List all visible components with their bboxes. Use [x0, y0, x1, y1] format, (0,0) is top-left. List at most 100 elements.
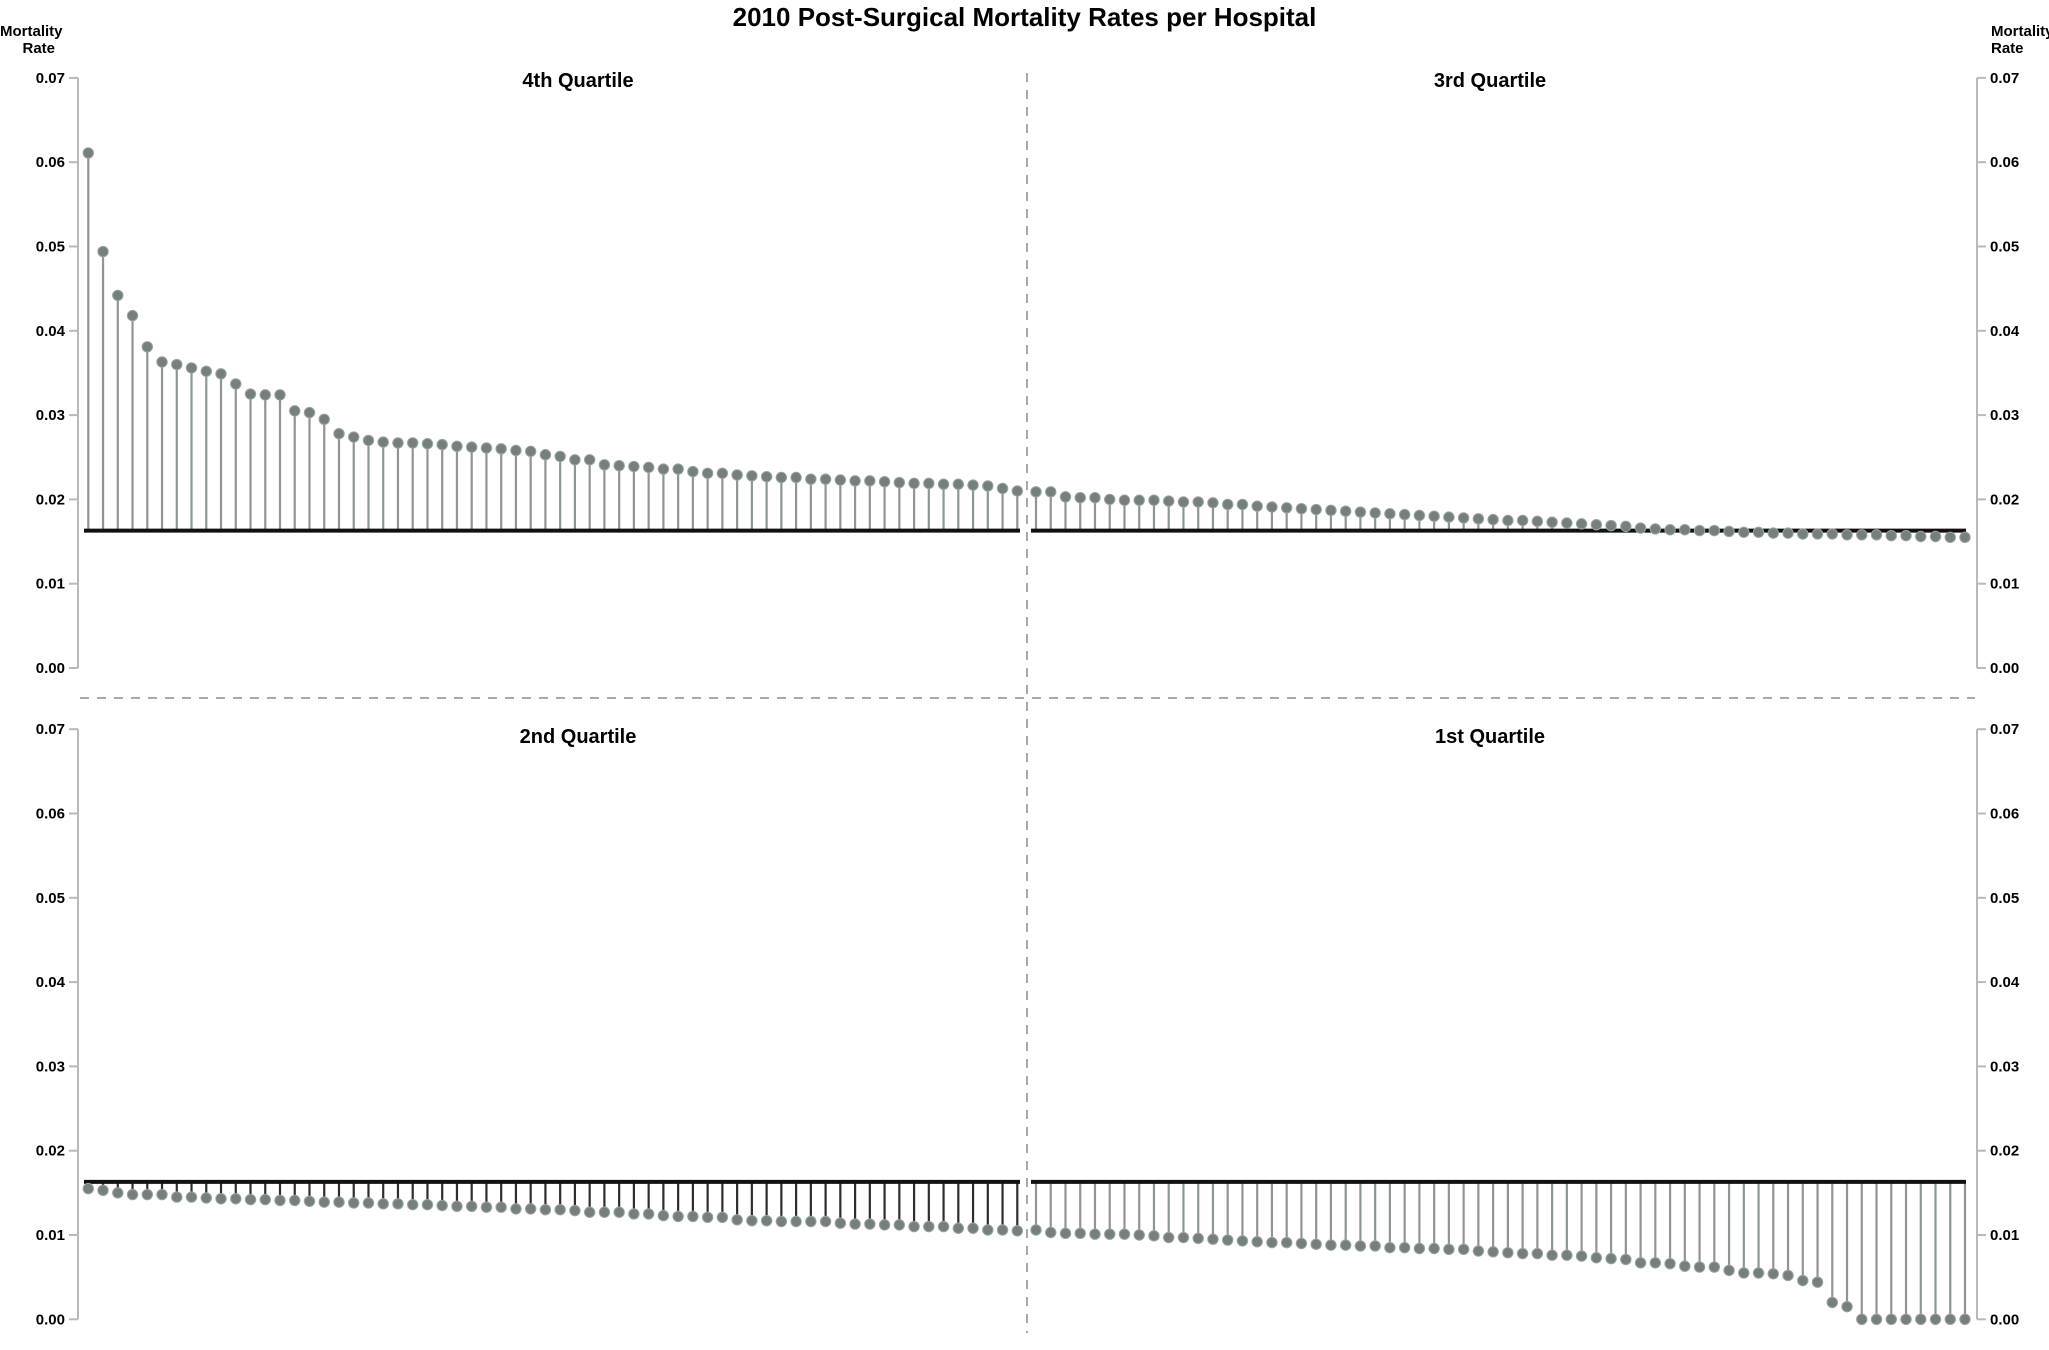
data-point-dot [303, 1195, 316, 1207]
y-tick-label: 0.01 [36, 576, 65, 593]
y-tick-label: 0.01 [1990, 576, 2019, 593]
data-point-dot [333, 427, 345, 440]
data-point-dot [1900, 1313, 1912, 1326]
y-tick-label: 0.07 [1990, 70, 2019, 87]
data-point-dot [259, 389, 271, 401]
data-point-dot [864, 475, 876, 487]
data-point-dot [775, 1215, 788, 1228]
y-tick-label: 0.00 [1990, 660, 2019, 677]
y-tick-label: 0.03 [36, 1058, 65, 1075]
data-point-dot [1738, 526, 1750, 538]
data-point-dot [996, 1224, 1009, 1236]
data-point-dot [1443, 511, 1455, 523]
data-point-dot [141, 1188, 153, 1201]
data-point-dot [348, 431, 360, 443]
data-point-dot [1207, 1233, 1219, 1245]
data-point-dot [937, 1220, 950, 1233]
data-point-dot [1163, 495, 1175, 507]
y-tick-label: 0.06 [36, 806, 65, 823]
data-point-dot [849, 475, 861, 487]
quadrant-title-4th: 4th Quartile [522, 70, 634, 92]
data-point-dot [598, 459, 611, 471]
data-point-dot [849, 1218, 861, 1230]
data-point-dot [569, 454, 581, 466]
data-point-dot [731, 469, 743, 481]
data-point-dot [1325, 1239, 1337, 1251]
data-point-dot [1354, 1240, 1367, 1252]
data-point-dot [598, 1206, 611, 1218]
data-point-dot [834, 1217, 847, 1229]
data-point-dot [967, 479, 979, 491]
data-point-dot [1826, 1296, 1838, 1309]
data-point-dot [1339, 1239, 1352, 1251]
data-point-dot [348, 1197, 360, 1209]
data-point-dot [967, 1222, 979, 1234]
data-point-dot [1782, 527, 1794, 539]
data-point-dot [524, 1203, 537, 1215]
data-point-dot [1531, 515, 1544, 528]
data-point-dot [274, 1194, 286, 1207]
data-point-dot [1959, 531, 1971, 544]
quadrant-title-2nd: 2nd Quartile [519, 726, 637, 748]
data-point-dot [1413, 509, 1426, 522]
data-point-dot [1708, 1261, 1721, 1273]
data-point-dot [1074, 1227, 1086, 1240]
data-point-dot [510, 1203, 522, 1215]
data-point-dot [1870, 1313, 1883, 1326]
data-point-dot [185, 362, 198, 374]
data-point-dot [1900, 529, 1912, 542]
data-point-dot [1148, 494, 1160, 506]
data-point-dot [1634, 1257, 1647, 1269]
y-axis-label-right: Mortality Rate [1991, 23, 2049, 57]
data-point-dot [893, 1219, 906, 1231]
data-point-dot [1207, 497, 1219, 509]
data-point-dot [289, 405, 301, 417]
data-point-dot [171, 358, 183, 371]
data-point-dot [539, 1204, 552, 1216]
data-point-dot [82, 1182, 95, 1195]
data-point-dot [1546, 516, 1558, 528]
data-point-dot [878, 1219, 891, 1231]
data-point-dot [1045, 486, 1057, 498]
data-point-dot [583, 454, 596, 466]
data-point-dot [657, 463, 670, 475]
data-point-dot [1546, 1249, 1558, 1261]
data-point-dot [1693, 524, 1706, 537]
data-point-dot [1915, 1313, 1927, 1326]
data-point-dot [1236, 1235, 1249, 1247]
data-point-dot [1605, 519, 1617, 532]
data-point-dot [1133, 494, 1145, 506]
data-point-dot [362, 434, 375, 447]
data-point-dot [1280, 1236, 1293, 1249]
data-point-dot [1944, 531, 1956, 544]
data-point-dot [421, 438, 434, 450]
data-point-dot [716, 467, 729, 479]
data-point-dot [1620, 1253, 1632, 1266]
data-point-dot [1826, 528, 1838, 540]
data-point-dot [672, 1210, 684, 1223]
data-point-dot [1339, 505, 1352, 517]
data-point-dot [1561, 1249, 1573, 1261]
data-point-dot [1163, 1231, 1175, 1244]
y-tick-label: 0.03 [36, 407, 65, 424]
data-point-dot [1561, 517, 1573, 529]
data-point-dot [126, 309, 139, 322]
data-point-dot [1811, 1276, 1824, 1288]
data-point-dot [1443, 1243, 1455, 1256]
data-point-dot [701, 1211, 714, 1223]
data-point-dot [510, 444, 522, 457]
y-tick-label: 0.06 [1990, 154, 2019, 171]
data-point-dot [642, 461, 655, 474]
data-point-dot [1030, 1224, 1042, 1236]
data-point-dot [97, 1184, 109, 1197]
data-point-dot [1811, 528, 1824, 540]
y-tick-label: 0.06 [36, 154, 65, 171]
data-point-dot [952, 1222, 965, 1234]
data-point-dot [1045, 1226, 1057, 1239]
data-point-dot [185, 1191, 198, 1203]
y-tick-label: 0.00 [36, 1311, 65, 1328]
data-point-dot [790, 471, 802, 484]
data-point-dot [1310, 503, 1322, 516]
data-point-dot [524, 445, 537, 458]
